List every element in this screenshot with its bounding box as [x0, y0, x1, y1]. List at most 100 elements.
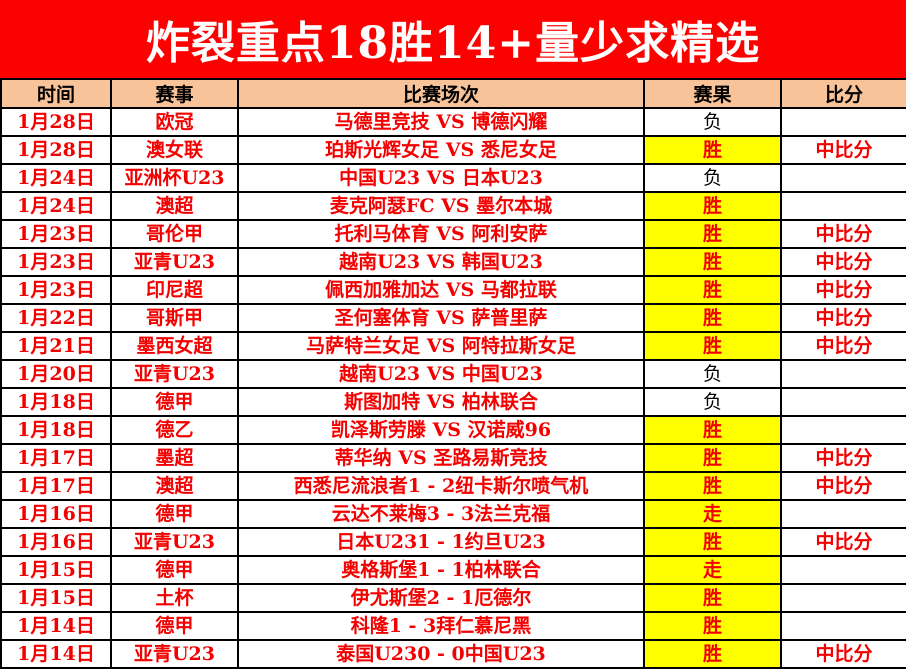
score-cell: 中比分: [780, 639, 906, 669]
league-cell: 墨西女超: [110, 331, 239, 361]
score-cell: 中比分: [780, 135, 906, 165]
result-cell: 胜: [643, 611, 782, 641]
score-cell: 中比分: [780, 331, 906, 361]
league-cell: 印尼超: [110, 275, 239, 305]
score-cell: [780, 555, 906, 585]
table-row: 1月15日 土杯 伊尤斯堡2 - 1厄德尔胜: [0, 583, 906, 613]
result-cell: 负: [643, 387, 782, 417]
table-row: 1月18日 德甲 斯图加特 VS 柏林联合负: [0, 387, 906, 417]
score-cell: [780, 499, 906, 529]
column-header-time: 时间: [0, 78, 112, 109]
column-header-score: 比分: [780, 78, 906, 109]
score-cell: [780, 415, 906, 445]
match-cell: 日本U231 - 1约旦U23: [237, 527, 645, 557]
date-cell: 1月14日: [0, 639, 112, 669]
table-row: 1月23日 印尼超 佩西加雅加达 VS 马都拉联胜中比分: [0, 275, 906, 305]
score-cell: 中比分: [780, 303, 906, 333]
match-cell: 奥格斯堡1 - 1柏林联合: [237, 555, 645, 585]
date-cell: 1月20日: [0, 359, 112, 389]
date-cell: 1月22日: [0, 303, 112, 333]
league-cell: 德甲: [110, 387, 239, 417]
table-row: 1月21日 墨西女超 马萨特兰女足 VS 阿特拉斯女足胜中比分: [0, 331, 906, 361]
result-cell: 胜: [643, 331, 782, 361]
result-cell: 胜: [643, 303, 782, 333]
score-cell: 中比分: [780, 275, 906, 305]
date-cell: 1月18日: [0, 415, 112, 445]
column-header-league: 赛事: [110, 78, 239, 109]
score-cell: 中比分: [780, 443, 906, 473]
score-cell: 中比分: [780, 471, 906, 501]
score-cell: 中比分: [780, 527, 906, 557]
table-row: 1月24日 澳超 麦克阿瑟FC VS 墨尔本城胜: [0, 191, 906, 221]
result-cell: 胜: [643, 583, 782, 613]
table-row: 1月17日 墨超 蒂华纳 VS 圣路易斯竞技胜中比分: [0, 443, 906, 473]
score-cell: [780, 359, 906, 389]
column-header-result: 赛果: [643, 78, 782, 109]
match-cell: 云达不莱梅3 - 3法兰克福: [237, 499, 645, 529]
match-cell: 圣何塞体育 VS 萨普里萨: [237, 303, 645, 333]
league-cell: 哥斯甲: [110, 303, 239, 333]
result-cell: 胜: [643, 443, 782, 473]
result-cell: 负: [643, 359, 782, 389]
table-row: 1月14日 德甲 科隆1 - 3拜仁慕尼黑胜: [0, 611, 906, 641]
date-cell: 1月23日: [0, 275, 112, 305]
match-cell: 珀斯光辉女足 VS 悉尼女足: [237, 135, 645, 165]
table-row: 1月22日 哥斯甲 圣何塞体育 VS 萨普里萨胜中比分: [0, 303, 906, 333]
match-cell: 科隆1 - 3拜仁慕尼黑: [237, 611, 645, 641]
match-cell: 麦克阿瑟FC VS 墨尔本城: [237, 191, 645, 221]
score-cell: [780, 163, 906, 193]
score-cell: 中比分: [780, 247, 906, 277]
league-cell: 亚青U23: [110, 639, 239, 669]
result-cell: 胜: [643, 247, 782, 277]
match-cell: 佩西加雅加达 VS 马都拉联: [237, 275, 645, 305]
date-cell: 1月28日: [0, 107, 112, 137]
score-cell: 中比分: [780, 219, 906, 249]
results-table-body: 1月28日 欧冠 马德里竞技 VS 博德闪耀负 1月28日 澳女联 珀斯光辉女足 VS 悉…: [0, 107, 906, 669]
date-cell: 1月15日: [0, 555, 112, 585]
match-cell: 马德里竞技 VS 博德闪耀: [237, 107, 645, 137]
result-cell: 走: [643, 499, 782, 529]
result-cell: 胜: [643, 471, 782, 501]
date-cell: 1月24日: [0, 191, 112, 221]
table-row: 1月20日 亚青U23 越南U23 VS 中国U23 负: [0, 359, 906, 389]
result-cell: 胜: [643, 275, 782, 305]
league-cell: 澳女联: [110, 135, 239, 165]
match-cell: 托利马体育 VS 阿利安萨: [237, 219, 645, 249]
league-cell: 亚青U23: [110, 247, 239, 277]
table-row: 1月15日 德甲 奥格斯堡1 - 1柏林联合走: [0, 555, 906, 585]
score-cell: [780, 611, 906, 641]
match-cell: 西悉尼流浪者1 - 2纽卡斯尔喷气机: [237, 471, 645, 501]
header-row: 时间 赛事 比赛场次 赛果 比分: [0, 78, 906, 109]
table-row: 1月16日 亚青U23 日本U231 - 1约旦U23 胜中比分: [0, 527, 906, 557]
score-cell: [780, 107, 906, 137]
match-cell: 越南U23 VS 韩国U23: [237, 247, 645, 277]
match-cell: 泰国U230 - 0中国U23: [237, 639, 645, 669]
league-cell: 亚洲杯U23: [110, 163, 239, 193]
date-cell: 1月17日: [0, 471, 112, 501]
match-cell: 越南U23 VS 中国U23: [237, 359, 645, 389]
league-cell: 墨超: [110, 443, 239, 473]
date-cell: 1月17日: [0, 443, 112, 473]
date-cell: 1月28日: [0, 135, 112, 165]
table-row: 1月23日 哥伦甲 托利马体育 VS 阿利安萨胜中比分: [0, 219, 906, 249]
date-cell: 1月18日: [0, 387, 112, 417]
date-cell: 1月16日: [0, 499, 112, 529]
date-cell: 1月23日: [0, 247, 112, 277]
table-row: 1月16日 德甲 云达不莱梅3 - 3法兰克福走: [0, 499, 906, 529]
result-cell: 胜: [643, 191, 782, 221]
match-cell: 伊尤斯堡2 - 1厄德尔: [237, 583, 645, 613]
date-cell: 1月23日: [0, 219, 112, 249]
results-table: 时间 赛事 比赛场次 赛果 比分 1月28日 欧冠 马德里竞技 VS 博德闪耀负 1月…: [0, 78, 906, 669]
result-cell: 负: [643, 107, 782, 137]
match-cell: 蒂华纳 VS 圣路易斯竞技: [237, 443, 645, 473]
league-cell: 哥伦甲: [110, 219, 239, 249]
table-row: 1月17日 澳超 西悉尼流浪者1 - 2纽卡斯尔喷气机胜中比分: [0, 471, 906, 501]
match-cell: 凯泽斯劳滕 VS 汉诺威96: [237, 415, 645, 445]
banner-title: 炸裂重点18胜14+量少求精选: [145, 18, 761, 69]
table-row: 1月28日 欧冠 马德里竞技 VS 博德闪耀负: [0, 107, 906, 137]
table-row: 1月23日 亚青U23 越南U23 VS 韩国U23 胜中比分: [0, 247, 906, 277]
result-cell: 胜: [643, 415, 782, 445]
league-cell: 亚青U23: [110, 359, 239, 389]
table-row: 1月14日 亚青U23 泰国U230 - 0中国U23 胜中比分: [0, 639, 906, 669]
